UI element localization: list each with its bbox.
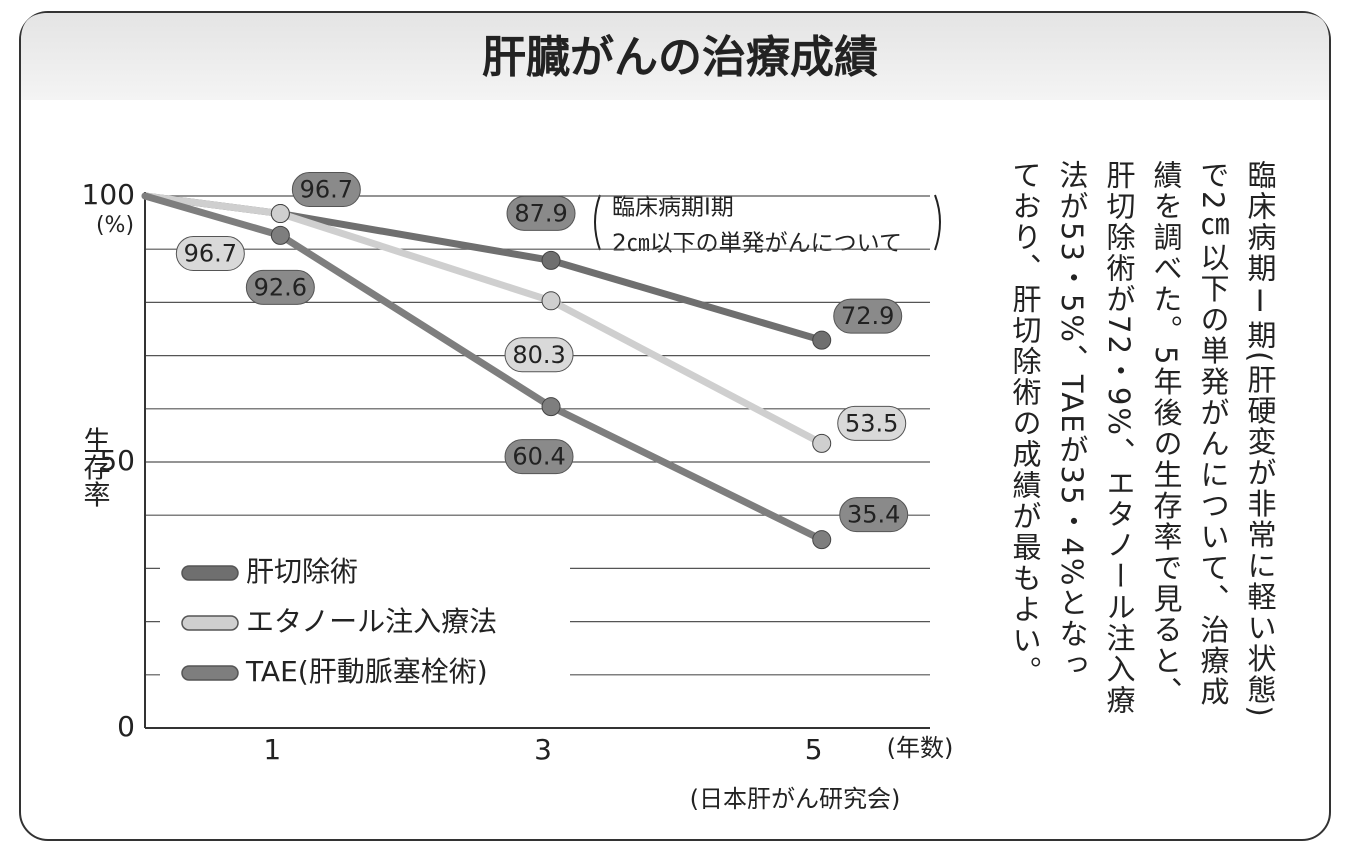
x-unit: (年数) — [887, 734, 954, 762]
data-point — [270, 204, 290, 224]
description-line: ており、肝切除術の成績が最もよい。 — [1008, 160, 1042, 687]
data-label: 92.6 — [254, 273, 307, 301]
label-pill — [504, 439, 574, 475]
x-tick-label: 1 — [263, 733, 281, 766]
data-label: 53.5 — [845, 409, 898, 437]
legend-label: エタノール注入療法 — [246, 605, 497, 638]
label-pill — [833, 298, 903, 334]
paren — [934, 194, 941, 251]
label-pill — [504, 337, 574, 373]
data-label: 96.7 — [184, 240, 237, 268]
data-point — [541, 250, 561, 270]
legend-label: 肝切除術 — [246, 555, 358, 588]
annotation: 臨床病期Ⅰ期 — [612, 195, 734, 221]
annotation: 2㎝以下の単発がんについて — [612, 231, 902, 257]
data-label: 80.3 — [512, 341, 565, 369]
data-label: 35.4 — [847, 501, 900, 529]
data-point — [812, 530, 832, 550]
label-pill — [839, 497, 909, 533]
description-line: 法が53・5%、TAEが35・4%となっ — [1055, 160, 1089, 681]
description-line: 肝切除術が72・9%、エタノール注入療 — [1102, 160, 1136, 716]
x-tick-label: 5 — [805, 733, 823, 766]
y-axis-label: 生存率 — [79, 426, 111, 507]
data-point — [812, 433, 832, 453]
legend-swatch — [181, 665, 239, 681]
data-label: 87.9 — [514, 199, 567, 227]
label-pill — [506, 195, 576, 231]
source: (日本肝がん研究会) — [690, 785, 901, 813]
description-line: で2㎝以下の単発がんについて、治療成 — [1196, 160, 1230, 708]
paren — [594, 194, 601, 251]
x-tick-label: 3 — [534, 733, 552, 766]
data-point — [541, 291, 561, 311]
label-pill — [837, 405, 907, 441]
legend-label: TAE(肝動脈塞栓術) — [245, 655, 488, 688]
title-band — [21, 13, 1329, 100]
label-pill — [175, 236, 245, 272]
y-tick-label: 100 — [82, 178, 135, 211]
y-unit: (%) — [96, 213, 134, 238]
description-line: 績を調べた。5年後の生存率で見ると、 — [1149, 160, 1183, 708]
legend-swatch — [181, 565, 239, 581]
legend-swatch — [181, 615, 239, 631]
data-label: 60.4 — [512, 443, 565, 471]
data-label: 72.9 — [841, 302, 894, 330]
chart-title: 肝臓がんの治療成績 — [482, 32, 878, 83]
label-pill — [291, 172, 361, 208]
label-pill — [245, 269, 315, 305]
data-label: 96.7 — [300, 176, 353, 204]
description: 臨床病期Ⅰ期(肝硬変が非常に軽い状態) で2㎝以下の単発がんについて、治療成 績を調… — [1001, 160, 1283, 820]
data-point — [541, 397, 561, 417]
data-point — [270, 225, 290, 245]
y-tick-label: 0 — [117, 710, 135, 743]
description-line: 臨床病期Ⅰ期(肝硬変が非常に軽い状態) — [1243, 160, 1277, 719]
data-point — [812, 330, 832, 350]
y-tick-label: 50 — [99, 444, 135, 477]
series-line — [141, 192, 826, 544]
series-line — [141, 192, 826, 447]
